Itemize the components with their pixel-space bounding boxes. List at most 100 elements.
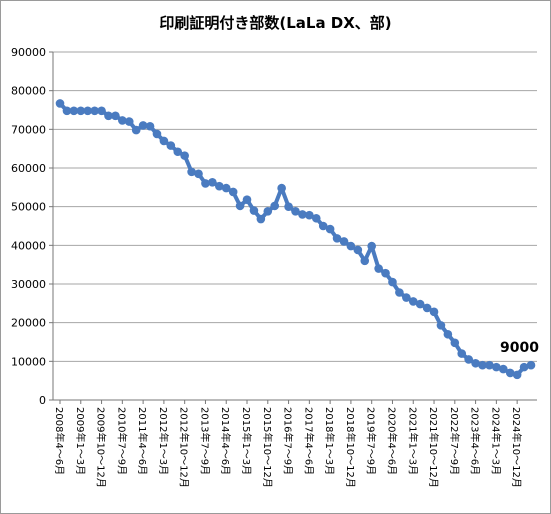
x-tick-label: 2015年10〜12月 bbox=[261, 407, 274, 488]
x-tick-label: 2012年10〜12月 bbox=[178, 407, 191, 488]
data-point bbox=[464, 355, 473, 364]
data-point bbox=[235, 201, 245, 211]
data-point bbox=[492, 362, 501, 372]
y-tick-label: 30000 bbox=[11, 278, 46, 291]
data-point bbox=[83, 106, 93, 116]
data-label-last: 9000 bbox=[500, 340, 539, 356]
data-point bbox=[360, 256, 370, 266]
data-point bbox=[270, 201, 280, 211]
data-point bbox=[443, 329, 453, 339]
data-point bbox=[388, 277, 397, 287]
data-point bbox=[395, 288, 404, 297]
data-point bbox=[332, 234, 342, 243]
y-tick-label: 70000 bbox=[11, 123, 46, 136]
x-tick-label: 2009年1〜3月 bbox=[74, 407, 87, 475]
y-tick-labels: 0 10000 20000 30000 40000 50000 60000 70000 8000… bbox=[11, 46, 46, 407]
y-tick-label: 10000 bbox=[11, 355, 46, 368]
data-point bbox=[111, 111, 120, 121]
data-point bbox=[221, 183, 231, 193]
x-tick-label: 2016年7〜9月 bbox=[282, 407, 295, 475]
series-line bbox=[58, 102, 532, 377]
x-tick-label: 2023年4〜6月 bbox=[469, 407, 482, 475]
data-point bbox=[118, 116, 127, 125]
data-point bbox=[367, 241, 376, 251]
data-point bbox=[429, 307, 439, 317]
data-point bbox=[256, 214, 266, 224]
data-point bbox=[180, 151, 189, 160]
chart-title: 印刷証明付き部数(LaLa DX、部) bbox=[159, 14, 392, 32]
series-0 bbox=[55, 99, 536, 380]
x-tick-label: 2009年10〜12月 bbox=[95, 407, 108, 488]
x-tick-label: 2019年7〜9月 bbox=[365, 407, 378, 475]
data-point bbox=[97, 106, 106, 116]
data-point bbox=[305, 210, 314, 220]
data-point bbox=[422, 303, 432, 313]
data-point bbox=[145, 121, 155, 131]
y-tick-label: 20000 bbox=[11, 317, 46, 330]
x-tick-label: 2018年10〜12月 bbox=[344, 407, 357, 488]
data-point bbox=[131, 125, 141, 135]
y-tick-label: 90000 bbox=[11, 46, 46, 59]
data-point bbox=[76, 106, 86, 116]
x-tick-label: 2021年1〜3月 bbox=[406, 407, 419, 475]
data-point bbox=[201, 179, 210, 188]
data-point bbox=[194, 169, 203, 179]
data-point bbox=[402, 293, 411, 302]
data-point bbox=[208, 178, 217, 187]
data-point bbox=[519, 362, 529, 372]
data-point bbox=[187, 167, 196, 177]
data-point bbox=[228, 187, 238, 197]
data-point bbox=[512, 370, 522, 380]
data-point bbox=[485, 360, 494, 370]
x-tick-label: 2018年1〜3月 bbox=[323, 407, 336, 475]
x-tick-label: 2017年4〜6月 bbox=[302, 407, 315, 475]
data-point bbox=[291, 207, 300, 216]
data-point bbox=[159, 136, 169, 146]
data-point bbox=[450, 338, 460, 348]
x-tick-label: 2008年4〜6月 bbox=[53, 407, 66, 475]
data-point bbox=[298, 210, 307, 219]
data-point bbox=[138, 121, 148, 130]
data-point bbox=[353, 245, 363, 255]
data-point bbox=[242, 195, 252, 205]
data-point bbox=[104, 111, 113, 121]
y-tick-label: 0 bbox=[39, 394, 46, 407]
x-tick-label: 2015年1〜3月 bbox=[240, 407, 253, 475]
data-point bbox=[166, 141, 176, 150]
data-point bbox=[325, 224, 335, 234]
x-tick-label: 2012年1〜3月 bbox=[157, 407, 170, 475]
x-tick-label: 2024年1〜3月 bbox=[489, 407, 502, 475]
x-tick-label: 2020年4〜6月 bbox=[385, 407, 398, 475]
x-tick-label: 2014年4〜6月 bbox=[219, 407, 232, 475]
y-tick-label: 60000 bbox=[11, 162, 46, 175]
x-tick-label: 2013年7〜9月 bbox=[198, 407, 211, 475]
y-tick-label: 40000 bbox=[11, 239, 46, 252]
data-point bbox=[173, 147, 183, 157]
x-tick-labels: 2008年4〜6月 2009年1〜3月 2009年10〜12月 2010年7〜9月 20… bbox=[53, 407, 523, 488]
data-point bbox=[152, 129, 162, 139]
data-point bbox=[457, 349, 467, 358]
gridlines bbox=[53, 51, 537, 362]
data-point bbox=[90, 106, 99, 116]
data-point bbox=[526, 360, 536, 370]
data-point bbox=[311, 213, 321, 223]
data-point bbox=[498, 364, 508, 374]
data-point bbox=[277, 183, 286, 193]
data-point bbox=[62, 106, 72, 116]
data-point bbox=[505, 368, 515, 378]
data-point bbox=[381, 268, 390, 278]
data-point bbox=[284, 202, 293, 211]
data-point bbox=[346, 241, 356, 251]
data-point bbox=[374, 264, 383, 273]
data-point bbox=[263, 207, 273, 216]
data-point bbox=[124, 117, 134, 126]
data-point bbox=[408, 297, 418, 306]
x-tick-label: 2021年10〜12月 bbox=[427, 407, 440, 488]
x-tick-label: 2022年7〜9月 bbox=[448, 407, 461, 475]
data-point bbox=[415, 299, 425, 309]
y-tick-label: 80000 bbox=[11, 85, 46, 98]
data-point bbox=[69, 106, 79, 116]
axes bbox=[49, 51, 537, 404]
x-tick-label: 2010年7〜9月 bbox=[115, 407, 128, 475]
